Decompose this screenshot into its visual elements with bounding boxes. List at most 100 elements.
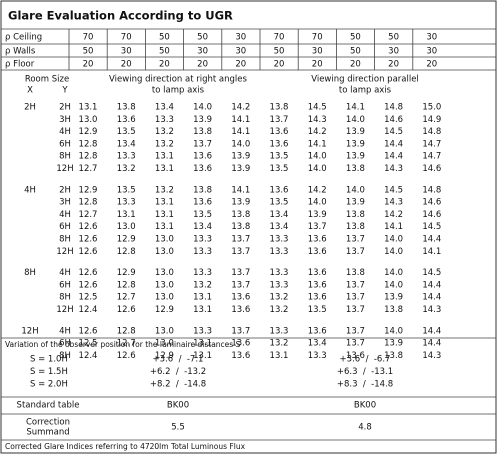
room-y: 12H — [56, 305, 73, 315]
ugr-value: 13.8 — [193, 185, 212, 195]
ugr-value: 13.0 — [155, 339, 174, 349]
reflectance-value: 20 — [159, 60, 170, 70]
reflectance-value: 50 — [83, 47, 94, 57]
ugr-value: 13.5 — [270, 198, 289, 208]
reflectance-value: 20 — [121, 60, 132, 70]
ugr-value: 13.6 — [270, 127, 289, 137]
ugr-value: 12.7 — [79, 164, 98, 174]
ugr-value: 13.7 — [346, 305, 365, 315]
reflectance-value: 50 — [388, 33, 399, 43]
room-y: 4H — [59, 210, 71, 220]
ugr-value: 12.8 — [117, 326, 136, 336]
ugr-value: 13.7 — [231, 280, 250, 290]
room-y: 4H — [59, 127, 71, 137]
ugr-value: 13.6 — [308, 268, 327, 278]
ugr-value: 13.0 — [155, 235, 174, 245]
standard-label: Standard table — [17, 401, 80, 411]
header-right-angles: to lamp axis — [152, 86, 205, 96]
ugr-value: 13.6 — [346, 351, 365, 361]
header-parallel: Viewing direction parallel — [311, 75, 419, 85]
ugr-value: 13.3 — [308, 351, 327, 361]
ugr-value: 12.9 — [155, 305, 174, 315]
ugr-value: 13.1 — [193, 305, 212, 315]
ugr-value: 13.6 — [193, 152, 212, 162]
ugr-value: 13.9 — [384, 339, 403, 349]
ugr-value: 13.0 — [79, 115, 98, 125]
ugr-value: 13.9 — [384, 293, 403, 303]
ugr-value: 13.0 — [155, 268, 174, 278]
ugr-value: 12.8 — [117, 280, 136, 290]
ugr-value: 13.4 — [270, 222, 289, 232]
reflectance-value: 20 — [312, 60, 323, 70]
ugr-value: 12.7 — [117, 293, 136, 303]
ugr-value: 14.3 — [384, 164, 403, 174]
ugr-value: 13.7 — [346, 293, 365, 303]
reflectance-value: 30 — [121, 47, 132, 57]
ugr-value: 14.2 — [231, 103, 250, 113]
room-x: 2H — [24, 103, 36, 113]
ugr-value: 14.1 — [346, 103, 365, 113]
ugr-value: 13.6 — [231, 351, 250, 361]
ugr-value: 13.9 — [308, 210, 327, 220]
ugr-value: 14.1 — [422, 247, 441, 257]
ugr-value: 14.5 — [384, 127, 403, 137]
ugr-value: 13.6 — [270, 185, 289, 195]
ugr-value: 13.0 — [155, 326, 174, 336]
ugr-value: 13.1 — [193, 293, 212, 303]
ugr-value: 14.7 — [422, 152, 441, 162]
variation-title: Variation of the observer position for t… — [5, 340, 241, 349]
reflectance-value: 20 — [197, 60, 208, 70]
reflectance-value: 30 — [426, 33, 437, 43]
ugr-value: 13.4 — [155, 103, 174, 113]
ugr-value: 13.8 — [346, 164, 365, 174]
reflectance-label: ρ Floor — [5, 60, 35, 70]
standard-right: BK00 — [167, 401, 189, 411]
ugr-value: 13.7 — [231, 326, 250, 336]
reflectance-label: ρ Ceiling — [5, 33, 42, 43]
reflectance-value: 50 — [159, 33, 170, 43]
ugr-value: 13.9 — [193, 115, 212, 125]
ugr-value: 13.2 — [155, 127, 174, 137]
ugr-value: 12.6 — [79, 268, 98, 278]
ugr-value: 14.0 — [384, 268, 403, 278]
ugr-value: 14.6 — [422, 164, 441, 174]
reflectance-value: 50 — [350, 47, 361, 57]
ugr-value: 12.5 — [79, 293, 98, 303]
standard-parallel: BK00 — [354, 401, 376, 411]
room-x: 8H — [24, 268, 36, 278]
room-y: 3H — [59, 198, 71, 208]
room-y: 8H — [59, 351, 71, 361]
ugr-value: 12.7 — [117, 339, 136, 349]
room-y: 6H — [59, 222, 71, 232]
ugr-value: 14.0 — [193, 103, 212, 113]
ugr-value: 13.5 — [308, 305, 327, 315]
ugr-value: 13.6 — [231, 339, 250, 349]
ugr-value: 13.6 — [193, 198, 212, 208]
ugr-value: 13.8 — [117, 103, 136, 113]
ugr-value: 14.0 — [384, 235, 403, 245]
reflectance-value: 50 — [197, 33, 208, 43]
correction-label: Correction — [26, 418, 70, 428]
ugr-value: 14.4 — [422, 339, 441, 349]
title: Glare Evaluation According to UGR — [8, 9, 233, 23]
footer: Corrected Glare Indices referring to 472… — [5, 442, 246, 451]
ugr-value: 14.1 — [231, 127, 250, 137]
ugr-value: 13.8 — [231, 210, 250, 220]
ugr-value: 13.9 — [346, 152, 365, 162]
ugr-value: 12.9 — [117, 235, 136, 245]
ugr-value: 13.6 — [308, 280, 327, 290]
ugr-value: 13.2 — [117, 164, 136, 174]
ugr-value: 13.2 — [270, 305, 289, 315]
ugr-value: 14.8 — [422, 185, 441, 195]
reflectance-value: 70 — [121, 33, 132, 43]
ugr-value: 13.6 — [231, 305, 250, 315]
ugr-value: 13.7 — [231, 247, 250, 257]
ugr-value: 14.4 — [422, 293, 441, 303]
ugr-value: 13.3 — [270, 235, 289, 245]
header-parallel: to lamp axis — [339, 86, 392, 96]
ugr-value: 12.6 — [79, 247, 98, 257]
ugr-value: 14.1 — [308, 139, 327, 149]
ugr-value: 13.5 — [117, 185, 136, 195]
ugr-value: 13.3 — [270, 268, 289, 278]
ugr-value: 14.0 — [384, 247, 403, 257]
